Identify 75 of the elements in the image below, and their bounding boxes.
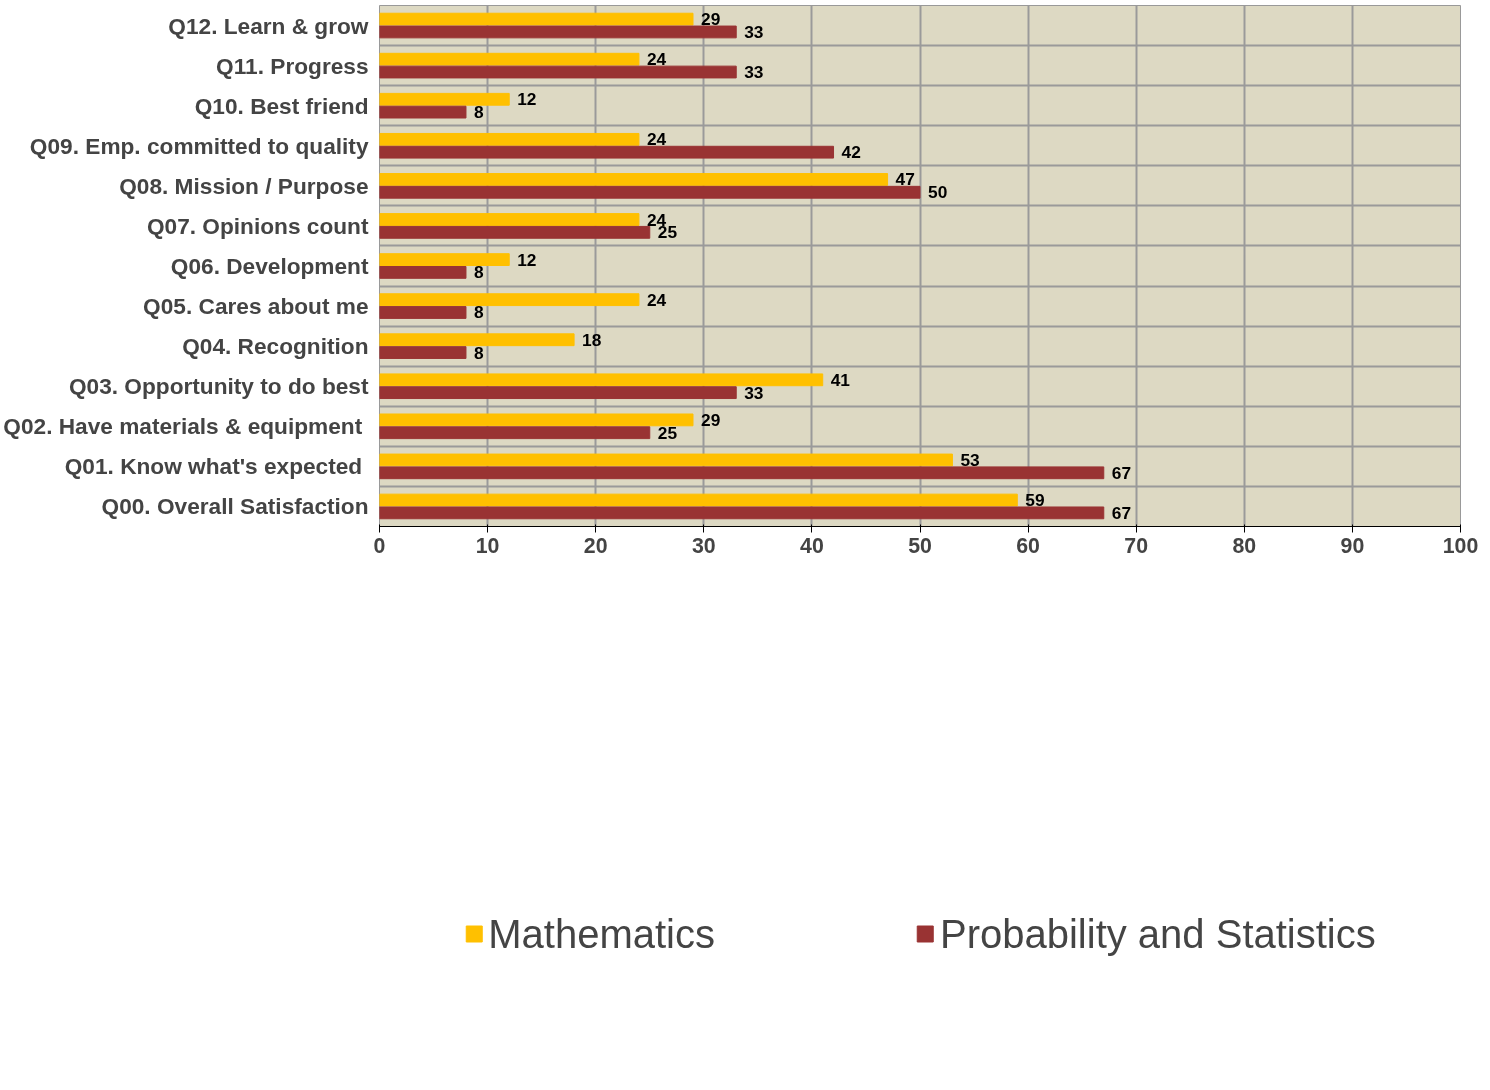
- data-label: 50: [928, 182, 948, 203]
- data-label: 24: [646, 289, 667, 310]
- data-label: 24: [646, 49, 667, 70]
- data-label: 12: [517, 249, 537, 270]
- bar: [379, 65, 737, 79]
- data-label: 8: [473, 102, 484, 123]
- data-label: 29: [700, 9, 721, 30]
- x-tick-label: 30: [691, 533, 716, 558]
- x-tick-label: 20: [583, 533, 608, 558]
- bar: [379, 346, 467, 359]
- y-tick-label: Q12. Learn & grow: [168, 12, 369, 39]
- bar: [379, 253, 510, 266]
- data-label: 18: [582, 329, 602, 350]
- bar: [379, 25, 737, 39]
- bar: [379, 333, 575, 347]
- data-label: 12: [517, 89, 537, 110]
- bar: [379, 506, 1105, 520]
- bar: [379, 173, 889, 186]
- data-label: 53: [960, 449, 981, 470]
- x-tick-label: 10: [475, 533, 500, 558]
- y-tick-label: Q02. Have materials & equipment: [3, 413, 363, 440]
- data-label: 67: [1111, 502, 1132, 523]
- data-label: 8: [473, 262, 484, 283]
- y-tick-label: Q05. Cares about me: [143, 293, 369, 320]
- bar: [379, 373, 824, 387]
- data-label: 42: [841, 142, 861, 163]
- y-tick-label: Q08. Mission / Purpose: [119, 172, 369, 199]
- data-label: 33: [744, 21, 764, 42]
- data-label: 33: [744, 382, 764, 403]
- bar: [379, 293, 640, 307]
- data-label: 24: [646, 129, 667, 150]
- bar: [379, 132, 640, 146]
- x-tick-label: 40: [800, 533, 824, 558]
- data-label: 8: [473, 342, 484, 363]
- y-tick-label: Q00. Overall Satisfaction: [101, 493, 369, 520]
- bar: [379, 426, 651, 440]
- x-tick-label: 70: [1124, 533, 1149, 558]
- data-label: 33: [744, 62, 764, 83]
- bar: [379, 145, 835, 159]
- y-tick-label: Q03. Opportunity to do best: [68, 373, 369, 400]
- data-label: 41: [830, 369, 851, 390]
- x-tick-label: 100: [1442, 533, 1479, 558]
- bar: [379, 453, 953, 467]
- bar: [379, 306, 467, 319]
- x-tick-label: 60: [1016, 533, 1040, 558]
- bar: [379, 266, 467, 279]
- bar: [379, 185, 921, 199]
- y-tick-label: Q07. Opinions count: [146, 212, 369, 239]
- bar: [379, 386, 737, 400]
- x-tick-label: 0: [373, 533, 386, 558]
- bar: [379, 105, 467, 119]
- data-label: 47: [895, 169, 915, 190]
- x-tick-label: 50: [908, 533, 932, 558]
- bar: [379, 466, 1105, 480]
- x-tick-label: 80: [1232, 533, 1257, 558]
- y-tick-label: Q01. Know what's expected: [64, 453, 363, 480]
- legend-label: Mathematics: [488, 911, 715, 957]
- legend-label: Probability and Statistics: [939, 911, 1376, 957]
- bar: [379, 213, 640, 226]
- y-tick-label: Q04. Recognition: [182, 333, 369, 360]
- data-label: 8: [473, 302, 484, 323]
- data-label: 59: [1025, 490, 1045, 511]
- bar: [379, 225, 651, 239]
- bar: [379, 493, 1018, 507]
- data-label: 25: [657, 422, 678, 443]
- data-label: 67: [1111, 462, 1132, 483]
- bar: [379, 92, 510, 106]
- y-tick-label: Q09. Emp. committed to quality: [29, 132, 369, 159]
- bar: [379, 12, 694, 26]
- y-tick-label: Q11. Progress: [216, 52, 369, 79]
- y-tick-label: Q06. Development: [170, 253, 369, 279]
- bar: [379, 52, 640, 66]
- y-tick-label: Q10. Best friend: [194, 92, 369, 119]
- data-label: 29: [700, 409, 721, 430]
- x-tick-label: 90: [1340, 533, 1365, 558]
